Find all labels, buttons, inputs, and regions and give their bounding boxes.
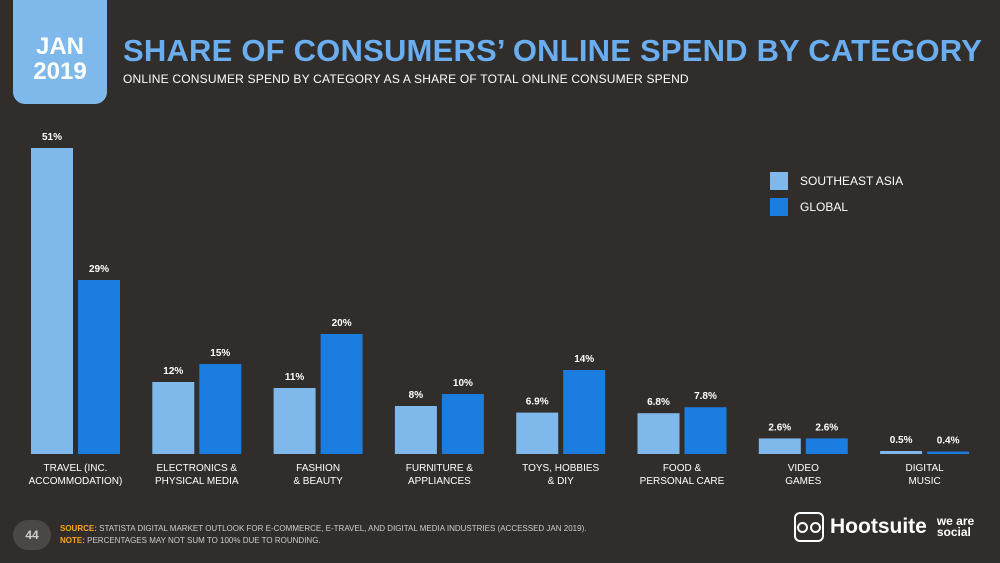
bar-global-5 bbox=[684, 407, 727, 454]
brand-name: Hootsuite bbox=[830, 515, 927, 538]
legend-label-global: GLOBAL bbox=[800, 200, 849, 214]
category-label-3-line-1: APPLIANCES bbox=[408, 476, 471, 487]
category-label-4-line-1: & DIY bbox=[548, 476, 574, 487]
chart-legend: SOUTHEAST ASIA GLOBAL bbox=[770, 172, 903, 224]
note-line: NOTE: PERCENTAGES MAY NOT SUM TO 100% DU… bbox=[60, 535, 586, 547]
data-label-southeast-asia-0: 51% bbox=[42, 132, 62, 143]
data-label-southeast-asia-1: 12% bbox=[163, 366, 183, 377]
note-label: NOTE: bbox=[60, 535, 85, 545]
bar-global-6 bbox=[805, 438, 848, 454]
data-label-global-1: 15% bbox=[210, 348, 230, 359]
bar-global-1 bbox=[199, 364, 242, 454]
source-text: STATISTA DIGITAL MARKET OUTLOOK FOR E-CO… bbox=[96, 524, 587, 533]
date-month: JAN bbox=[35, 32, 84, 60]
category-label-1-line-1: PHYSICAL MEDIA bbox=[155, 476, 239, 487]
date-badge: JAN 2019 bbox=[13, 0, 107, 104]
data-label-global-6: 2.6% bbox=[815, 422, 838, 433]
owl-icon bbox=[794, 512, 824, 542]
legend-item-southeast-asia: SOUTHEAST ASIA bbox=[770, 172, 903, 190]
source-line: SOURCE: STATISTA DIGITAL MARKET OUTLOOK … bbox=[60, 523, 586, 535]
category-label-5-line-1: PERSONAL CARE bbox=[640, 476, 725, 487]
bar-southeast-asia-4 bbox=[516, 412, 559, 454]
note-text: PERCENTAGES MAY NOT SUM TO 100% DUE TO R… bbox=[84, 535, 321, 545]
page-number: 44 bbox=[13, 520, 51, 550]
category-label-0-line-0: TRAVEL (INC. bbox=[44, 463, 108, 474]
data-label-global-3: 10% bbox=[453, 378, 473, 389]
brand-logos: Hootsuite we are social bbox=[794, 512, 987, 542]
category-label-2-line-0: FASHION bbox=[296, 463, 340, 474]
source-label: SOURCE: bbox=[60, 524, 97, 533]
bar-global-4 bbox=[563, 370, 606, 454]
category-label-3-line-0: FURNITURE & bbox=[406, 463, 474, 474]
category-label-0-line-1: ACCOMMODATION) bbox=[29, 476, 123, 487]
data-label-global-5: 7.8% bbox=[694, 391, 717, 402]
legend-swatch-southeast-asia bbox=[770, 172, 788, 190]
bar-global-3 bbox=[441, 394, 484, 454]
page-subtitle: ONLINE CONSUMER SPEND BY CATEGORY AS A S… bbox=[123, 72, 689, 86]
bar-southeast-asia-7 bbox=[880, 451, 923, 454]
page-title: SHARE OF CONSUMERS’ ONLINE SPEND BY CATE… bbox=[123, 33, 983, 68]
bar-southeast-asia-2 bbox=[273, 388, 316, 454]
legend-label-southeast-asia: SOUTHEAST ASIA bbox=[800, 174, 904, 188]
data-label-southeast-asia-4: 6.9% bbox=[526, 397, 549, 408]
brand-partner: we are social bbox=[936, 513, 975, 539]
data-label-southeast-asia-3: 8% bbox=[409, 390, 424, 401]
bar-global-2 bbox=[320, 334, 363, 454]
data-label-southeast-asia-2: 11% bbox=[285, 372, 305, 383]
data-label-global-0: 29% bbox=[89, 264, 109, 275]
category-label-2-line-1: & BEAUTY bbox=[293, 476, 343, 487]
data-label-global-4: 14% bbox=[574, 354, 594, 365]
data-label-southeast-asia-6: 2.6% bbox=[768, 422, 791, 433]
category-label-6-line-0: VIDEO bbox=[788, 463, 819, 474]
bar-global-7 bbox=[927, 451, 970, 454]
bar-global-0 bbox=[78, 280, 120, 454]
data-label-southeast-asia-7: 0.5% bbox=[890, 435, 913, 446]
bar-southeast-asia-6 bbox=[758, 438, 801, 454]
legend-swatch-global bbox=[770, 198, 788, 216]
footer-notes: SOURCE: STATISTA DIGITAL MARKET OUTLOOK … bbox=[60, 523, 586, 546]
bar-southeast-asia-1 bbox=[152, 382, 195, 454]
category-label-7-line-0: DIGITAL bbox=[906, 463, 945, 474]
category-label-4-line-0: TOYS, HOBBIES bbox=[522, 463, 599, 474]
legend-item-global: GLOBAL bbox=[770, 198, 903, 216]
data-label-global-7: 0.4% bbox=[937, 436, 960, 447]
bar-southeast-asia-5 bbox=[637, 413, 680, 454]
category-label-1-line-0: ELECTRONICS & bbox=[157, 463, 238, 474]
bar-southeast-asia-0 bbox=[31, 148, 73, 454]
date-year: 2019 bbox=[33, 58, 87, 85]
bar-southeast-asia-3 bbox=[394, 406, 437, 454]
category-label-6-line-1: GAMES bbox=[785, 476, 821, 487]
category-label-5-line-0: FOOD & bbox=[663, 463, 702, 474]
category-label-7-line-1: MUSIC bbox=[908, 476, 940, 487]
data-label-southeast-asia-5: 6.8% bbox=[647, 397, 670, 408]
data-label-global-2: 20% bbox=[332, 318, 352, 329]
